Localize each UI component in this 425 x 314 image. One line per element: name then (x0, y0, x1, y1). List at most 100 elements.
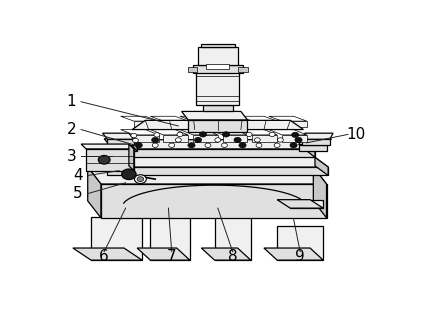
Polygon shape (109, 144, 137, 151)
Polygon shape (108, 167, 328, 176)
Polygon shape (303, 140, 315, 157)
Polygon shape (164, 135, 188, 142)
Polygon shape (164, 121, 188, 127)
Polygon shape (223, 135, 247, 142)
Polygon shape (180, 116, 218, 121)
Polygon shape (239, 130, 277, 135)
Polygon shape (81, 144, 134, 149)
Circle shape (221, 143, 227, 148)
Circle shape (205, 143, 211, 148)
Polygon shape (101, 184, 326, 218)
Circle shape (134, 175, 146, 183)
Polygon shape (193, 66, 243, 73)
Polygon shape (193, 135, 218, 142)
Polygon shape (238, 67, 248, 72)
Polygon shape (88, 167, 326, 184)
Circle shape (256, 143, 262, 148)
Polygon shape (282, 121, 307, 127)
Polygon shape (134, 121, 159, 127)
Circle shape (176, 138, 181, 142)
Polygon shape (210, 130, 247, 135)
Polygon shape (264, 248, 323, 260)
Circle shape (290, 143, 297, 148)
Polygon shape (252, 135, 277, 142)
Polygon shape (134, 135, 159, 142)
Circle shape (154, 133, 160, 137)
Circle shape (199, 132, 207, 137)
Circle shape (152, 143, 158, 148)
Polygon shape (201, 248, 251, 260)
Polygon shape (188, 120, 247, 132)
Polygon shape (269, 130, 307, 135)
Circle shape (98, 155, 110, 164)
Polygon shape (108, 139, 134, 145)
Text: 2: 2 (66, 122, 76, 137)
Polygon shape (129, 144, 134, 171)
Circle shape (131, 133, 137, 138)
Polygon shape (269, 116, 307, 121)
Text: 9: 9 (295, 249, 305, 264)
Polygon shape (198, 47, 238, 66)
Circle shape (188, 143, 195, 148)
Polygon shape (180, 130, 218, 135)
Polygon shape (223, 121, 247, 127)
Text: 4: 4 (73, 168, 82, 183)
Circle shape (274, 143, 280, 148)
Polygon shape (206, 64, 230, 69)
Circle shape (215, 138, 221, 142)
Circle shape (133, 138, 139, 143)
Polygon shape (252, 121, 277, 127)
Polygon shape (137, 248, 190, 260)
Polygon shape (203, 106, 232, 111)
Circle shape (137, 177, 144, 181)
Polygon shape (313, 167, 326, 218)
Circle shape (169, 143, 175, 148)
Polygon shape (150, 207, 190, 260)
Polygon shape (132, 120, 303, 130)
Polygon shape (132, 139, 137, 151)
Polygon shape (277, 200, 323, 208)
Polygon shape (181, 111, 247, 120)
Text: 3: 3 (66, 149, 76, 164)
Text: 10: 10 (346, 127, 366, 142)
Text: 5: 5 (73, 186, 82, 201)
Polygon shape (104, 139, 137, 144)
Polygon shape (302, 139, 330, 145)
Polygon shape (121, 140, 315, 149)
Polygon shape (187, 67, 197, 72)
Circle shape (239, 143, 246, 148)
Text: 1: 1 (66, 94, 76, 109)
Circle shape (177, 132, 183, 137)
Circle shape (295, 137, 302, 143)
Polygon shape (88, 167, 101, 218)
Polygon shape (150, 130, 188, 135)
Polygon shape (121, 130, 159, 135)
Circle shape (292, 132, 299, 138)
Polygon shape (91, 217, 142, 260)
Circle shape (278, 138, 283, 142)
Polygon shape (121, 116, 159, 121)
Circle shape (135, 143, 142, 148)
Circle shape (269, 132, 275, 137)
Polygon shape (150, 116, 188, 121)
Circle shape (234, 137, 241, 143)
Text: 6: 6 (99, 249, 109, 264)
Circle shape (255, 138, 260, 142)
Polygon shape (121, 149, 315, 157)
Polygon shape (215, 212, 251, 260)
Polygon shape (298, 139, 332, 144)
Polygon shape (210, 116, 247, 121)
Circle shape (246, 132, 252, 137)
Text: 7: 7 (167, 249, 176, 264)
Polygon shape (108, 157, 328, 167)
Circle shape (122, 169, 136, 180)
Text: 8: 8 (228, 249, 238, 264)
Polygon shape (196, 69, 239, 106)
Polygon shape (201, 44, 235, 47)
Polygon shape (102, 133, 134, 139)
Polygon shape (277, 226, 323, 260)
Polygon shape (302, 133, 333, 139)
Polygon shape (298, 144, 326, 151)
Polygon shape (73, 248, 142, 260)
Circle shape (152, 137, 159, 143)
